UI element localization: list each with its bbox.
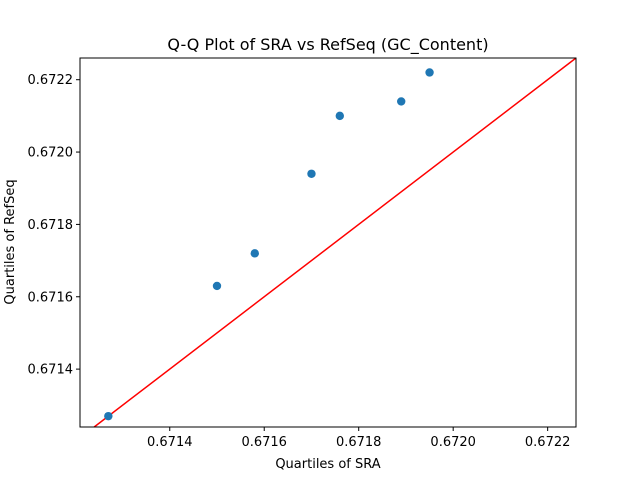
plot-area bbox=[80, 58, 576, 427]
data-point bbox=[212, 281, 222, 291]
x-tick-label: 0.6716 bbox=[241, 435, 287, 450]
data-point bbox=[397, 97, 406, 106]
data-points bbox=[104, 68, 434, 421]
x-tick-label: 0.6722 bbox=[525, 435, 571, 450]
data-point bbox=[250, 249, 259, 258]
data-point bbox=[104, 411, 113, 421]
y-tick-label: 0.6722 bbox=[28, 73, 74, 88]
chart-title: Q-Q Plot of SRA vs RefSeq (GC_Content) bbox=[167, 35, 488, 55]
data-point bbox=[335, 111, 345, 121]
reference-line-group bbox=[93, 57, 577, 428]
x-axis-ticks: 0.6714 0.6716 0.6718 0.6720 0.6722 bbox=[147, 427, 570, 450]
y-tick-label: 0.6718 bbox=[28, 218, 74, 233]
y-tick-label: 0.6716 bbox=[28, 290, 74, 305]
reference-line bbox=[93, 57, 577, 428]
y-tick-label: 0.6714 bbox=[28, 363, 74, 378]
x-tick-label: 0.6718 bbox=[336, 435, 382, 450]
y-tick-label: 0.6720 bbox=[28, 146, 74, 161]
data-point bbox=[425, 68, 434, 77]
x-axis-label: Quartiles of SRA bbox=[275, 457, 380, 472]
x-tick-label: 0.6714 bbox=[147, 435, 193, 450]
plot-frame bbox=[79, 57, 577, 428]
x-tick-label: 0.6720 bbox=[430, 435, 476, 450]
y-axis-label: Quartiles of RefSeq bbox=[3, 179, 18, 304]
y-axis-ticks: 0.6714 0.6716 0.6718 0.6720 0.6722 bbox=[28, 73, 80, 378]
data-point bbox=[307, 169, 316, 178]
